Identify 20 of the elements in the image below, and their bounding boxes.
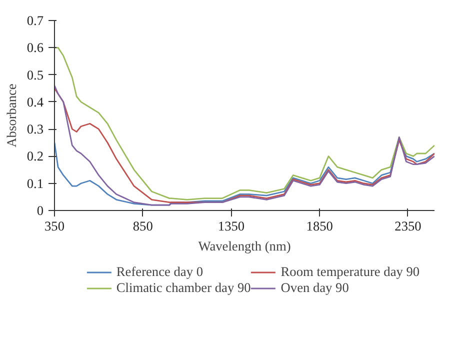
y-tick-label: 0 [36, 203, 44, 218]
y-tick-label: 0.7 [26, 13, 44, 28]
y-tick-label: 0.6 [26, 40, 44, 56]
x-tick-label: 850 [132, 218, 154, 234]
legend-label: Oven day 90 [280, 280, 349, 296]
y-tick-label: 0.1 [26, 176, 44, 191]
y-tick-label: 0.4 [26, 94, 44, 110]
x-tick-label: 1350 [218, 218, 245, 234]
line-series [54, 46, 434, 200]
legend-label: Reference day 0 [116, 264, 204, 280]
x-axis-title: Wavelength (nm) [198, 238, 291, 254]
y-axis-title: Absorbance [4, 84, 19, 148]
y-tick-label: 0.3 [26, 122, 44, 137]
x-tick-label: 350 [44, 218, 65, 234]
legend-label: Room temperature day 90 [280, 264, 420, 280]
x-tick-label: 1850 [306, 218, 334, 234]
y-tick-label: 0.2 [26, 148, 44, 164]
legend-label: Climatic chamber day 90 [116, 280, 251, 296]
x-tick-label: 2350 [394, 218, 422, 234]
y-tick-label: 0.5 [26, 67, 44, 82]
